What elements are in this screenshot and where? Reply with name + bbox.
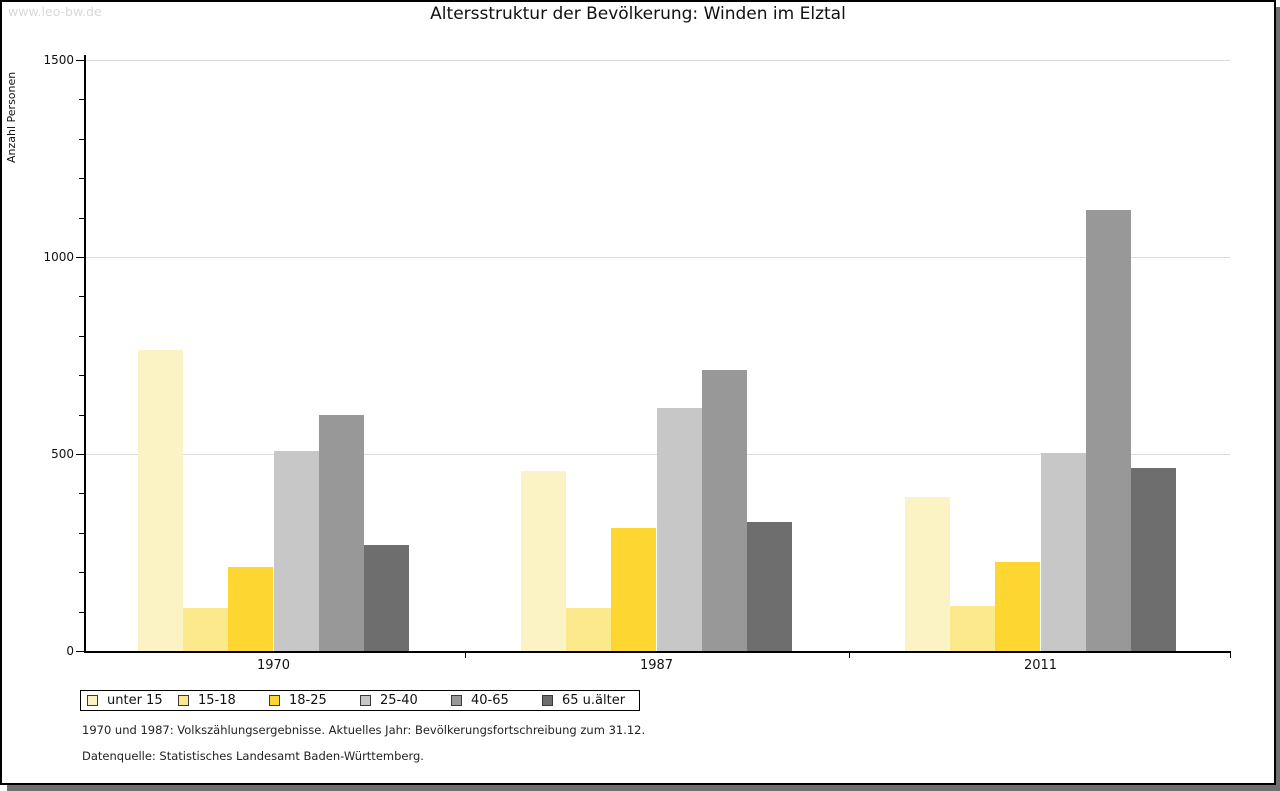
x-tick	[465, 653, 466, 658]
footnote-method: 1970 und 1987: Volkszählungsergebnisse. …	[82, 723, 646, 737]
bar-1970-18-25	[228, 567, 274, 651]
legend-swatch	[178, 695, 189, 706]
footnote-source: Datenquelle: Statistisches Landesamt Bad…	[82, 749, 424, 763]
watermark: www.leo-bw.de	[8, 4, 102, 19]
legend-swatch	[269, 695, 280, 706]
bar-1970-unter 15	[137, 349, 184, 651]
y-minor-tick	[79, 178, 84, 180]
bar-1970-65 u.älter	[363, 544, 410, 651]
legend-label: unter 15	[107, 693, 163, 708]
y-minor-tick	[79, 572, 84, 574]
y-tick-label: 0	[66, 644, 74, 658]
bar-1970-40-65	[318, 414, 364, 651]
bar-2011-25-40	[1040, 452, 1086, 651]
gridline	[86, 257, 1230, 258]
y-axis-line	[84, 55, 86, 653]
bar-2011-unter 15	[904, 497, 951, 651]
y-tick-label: 1500	[43, 53, 74, 67]
bar-2011-40-65	[1085, 210, 1131, 651]
legend-label: 18-25	[289, 693, 327, 708]
y-minor-tick	[79, 138, 84, 140]
legend-swatch	[360, 695, 371, 706]
legend-label: 40-65	[471, 693, 509, 708]
legend-item: 65 u.älter	[542, 691, 625, 710]
legend-item: 18-25	[269, 691, 327, 710]
legend-label: 25-40	[380, 693, 418, 708]
bar-1987-unter 15	[520, 470, 567, 651]
x-tick	[848, 653, 850, 658]
legend-label: 15-18	[198, 693, 236, 708]
chart-title: Altersstruktur der Bevölkerung: Winden i…	[430, 4, 846, 24]
y-minor-tick	[79, 532, 84, 534]
legend: unter 15 15-18 18-25 25-40 40-65 65 u.älter	[80, 690, 640, 711]
y-minor-tick	[79, 335, 84, 337]
y-major-tick	[76, 60, 84, 61]
y-major-tick	[76, 651, 84, 652]
y-minor-tick	[79, 493, 84, 495]
y-minor-tick	[79, 375, 84, 377]
legend-swatch	[87, 695, 98, 706]
bar-2011-18-25	[995, 561, 1041, 651]
legend-swatch	[542, 695, 553, 706]
bar-1987-18-25	[611, 528, 657, 651]
legend-item: 40-65	[451, 691, 509, 710]
bar-1987-15-18	[566, 607, 612, 651]
bar-1987-25-40	[656, 408, 702, 651]
bar-2011-15-18	[950, 606, 996, 651]
y-tick-label: 500	[51, 447, 74, 461]
bar-1987-40-65	[701, 369, 747, 651]
bar-1970-15-18	[183, 607, 229, 651]
y-minor-tick	[79, 611, 84, 613]
y-minor-tick	[79, 414, 84, 416]
legend-item: 15-18	[178, 691, 236, 710]
bar-1987-65 u.älter	[746, 522, 793, 651]
x-category-label: 1987	[639, 658, 674, 673]
y-major-tick	[76, 454, 84, 455]
x-tick	[1230, 653, 1231, 658]
y-minor-tick	[79, 296, 84, 298]
gridline	[86, 60, 1230, 61]
y-minor-tick	[79, 217, 84, 219]
y-tick-label: 1000	[43, 250, 74, 264]
legend-item: 25-40	[360, 691, 418, 710]
x-category-label: 2011	[1023, 658, 1058, 673]
y-minor-tick	[79, 99, 84, 101]
bar-2011-65 u.älter	[1130, 468, 1177, 651]
legend-item: unter 15	[87, 691, 163, 710]
y-major-tick	[76, 257, 84, 258]
x-category-label: 1970	[256, 658, 291, 673]
bar-1970-25-40	[273, 450, 319, 651]
legend-swatch	[451, 695, 462, 706]
legend-label: 65 u.älter	[562, 693, 626, 708]
x-axis-line	[84, 651, 1231, 653]
